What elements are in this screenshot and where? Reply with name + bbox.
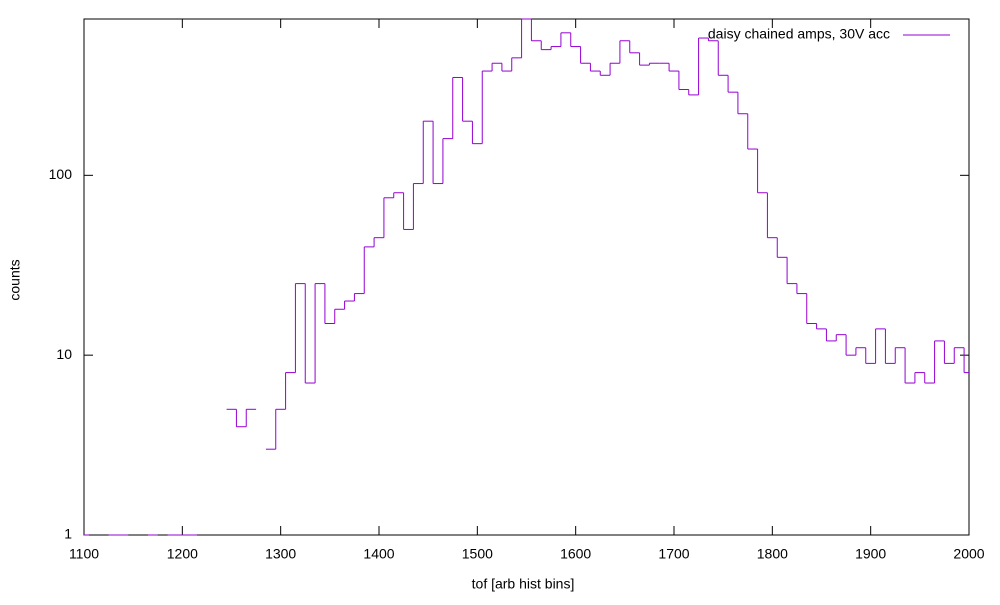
y-tick-label: 10	[56, 346, 72, 362]
x-tick-label: 1500	[462, 546, 493, 562]
x-tick-label: 2000	[953, 546, 984, 562]
x-tick-label: 1900	[855, 546, 886, 562]
y-tick-label: 1	[64, 526, 72, 542]
x-tick-label: 1200	[167, 546, 198, 562]
x-tick-label: 1400	[363, 546, 394, 562]
plot-border	[83, 18, 970, 536]
x-tick-label: 1800	[757, 546, 788, 562]
legend-label: daisy chained amps, 30V acc	[708, 26, 890, 42]
y-axis-label: counts	[7, 259, 23, 300]
x-tick-label: 1700	[658, 546, 689, 562]
y-tick-label: 100	[49, 166, 73, 182]
x-tick-label: 1300	[265, 546, 296, 562]
x-tick-label: 1100	[69, 546, 99, 562]
x-axis-label: tof [arb hist bins]	[472, 576, 575, 592]
x-tick-label: 1600	[560, 546, 591, 562]
